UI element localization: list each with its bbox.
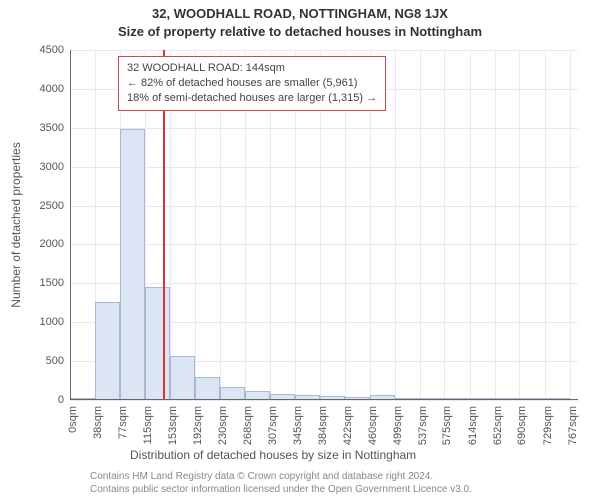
x-tick-label: 652sqm — [492, 406, 504, 445]
x-tick-label: 499sqm — [392, 406, 404, 445]
y-tick-label: 2000 — [40, 238, 64, 250]
gridline-h — [70, 400, 578, 401]
gridline-v — [519, 50, 520, 400]
gridline-v — [570, 50, 571, 400]
x-tick-label: 345sqm — [292, 406, 304, 445]
x-tick-label: 614sqm — [467, 406, 479, 445]
y-axis-line — [70, 50, 71, 400]
gridline-h — [70, 128, 578, 129]
x-axis-line — [70, 399, 578, 400]
info-line-3: 18% of semi-detached houses are larger (… — [127, 91, 377, 106]
histogram-bar — [145, 287, 170, 400]
info-line-2: ← 82% of detached houses are smaller (5,… — [127, 76, 377, 91]
y-tick-label: 1500 — [40, 277, 64, 289]
footer-line-2: Contains public sector information licen… — [90, 483, 472, 496]
info-box: 32 WOODHALL ROAD: 144sqm ← 82% of detach… — [118, 56, 386, 111]
histogram-bar — [170, 356, 195, 400]
x-tick-label: 575sqm — [441, 406, 453, 445]
x-tick-label: 153sqm — [167, 406, 179, 445]
gridline-v — [420, 50, 421, 400]
x-tick-label: 307sqm — [267, 406, 279, 445]
gridline-h — [70, 50, 578, 51]
x-tick-label: 192sqm — [192, 406, 204, 445]
x-axis-label: Distribution of detached houses by size … — [130, 448, 416, 462]
y-tick-label: 4500 — [40, 44, 64, 56]
gridline-v — [495, 50, 496, 400]
y-tick-label: 0 — [58, 394, 64, 406]
x-tick-label: 38sqm — [92, 406, 104, 439]
histogram-bar — [120, 129, 145, 400]
y-tick-label: 3000 — [40, 161, 64, 173]
info-line-1: 32 WOODHALL ROAD: 144sqm — [127, 61, 377, 76]
x-tick-label: 115sqm — [142, 406, 154, 444]
histogram-bar — [195, 377, 220, 400]
y-tick-label: 4000 — [40, 83, 64, 95]
figure: 32, WOODHALL ROAD, NOTTINGHAM, NG8 1JX S… — [0, 0, 600, 500]
histogram-bar — [95, 302, 120, 400]
chart-title-line1: 32, WOODHALL ROAD, NOTTINGHAM, NG8 1JX — [0, 6, 600, 21]
y-tick-label: 500 — [46, 355, 64, 367]
x-tick-label: 77sqm — [117, 406, 129, 439]
x-tick-label: 0sqm — [67, 406, 79, 433]
x-tick-label: 268sqm — [242, 406, 254, 445]
x-tick-label: 690sqm — [516, 406, 528, 445]
y-tick-label: 1000 — [40, 316, 64, 328]
y-tick-label: 2500 — [40, 200, 64, 212]
x-tick-label: 729sqm — [542, 406, 554, 445]
gridline-h — [70, 283, 578, 284]
x-tick-label: 767sqm — [567, 406, 579, 445]
gridline-v — [444, 50, 445, 400]
gridline-v — [470, 50, 471, 400]
x-tick-label: 460sqm — [367, 406, 379, 445]
gridline-h — [70, 167, 578, 168]
y-axis-label: Number of detached properties — [9, 142, 23, 307]
footer-line-1: Contains HM Land Registry data © Crown c… — [90, 470, 472, 483]
y-tick-label: 3500 — [40, 122, 64, 134]
chart-title-line2: Size of property relative to detached ho… — [0, 24, 600, 39]
x-tick-label: 422sqm — [342, 406, 354, 445]
x-tick-label: 384sqm — [317, 406, 329, 445]
x-tick-label: 537sqm — [417, 406, 429, 445]
gridline-h — [70, 244, 578, 245]
x-tick-label: 230sqm — [217, 406, 229, 445]
gridline-h — [70, 206, 578, 207]
gridline-v — [545, 50, 546, 400]
gridline-v — [395, 50, 396, 400]
footer-credits: Contains HM Land Registry data © Crown c… — [90, 470, 472, 496]
